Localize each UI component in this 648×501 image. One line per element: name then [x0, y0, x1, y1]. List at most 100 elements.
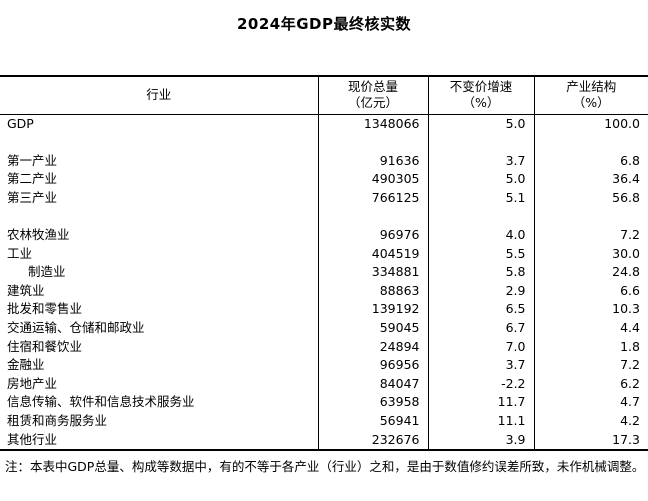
row-growth-value: 4.0 [427, 226, 534, 245]
row-growth-value: 11.7 [427, 393, 534, 412]
row-current-price-value: 404519 [317, 244, 428, 264]
row-growth-value: -2.2 [427, 374, 534, 394]
header-growth: 不变价增速 （%） [427, 76, 534, 115]
row-structure-value: 4.2 [533, 412, 648, 431]
table-row: 制造业 334881 5.8 24.8 [0, 263, 648, 282]
row-current-price-value: 56941 [317, 412, 428, 431]
table-row: 交通运输、仓储和邮政业 59045 6.7 4.4 [0, 319, 648, 338]
row-growth-value: 5.5 [427, 244, 534, 264]
table-row: 金融业 96956 3.7 7.2 [0, 356, 648, 375]
row-growth-value: 3.9 [427, 430, 534, 451]
row-structure-value: 1.8 [533, 337, 648, 357]
spacer-row [0, 207, 648, 227]
table-header-row: 行业 现价总量 （亿元） 不变价增速 （%） 产业结构 （%） [0, 76, 648, 115]
row-structure-value: 56.8 [533, 188, 648, 208]
row-current-price-value: 91636 [317, 151, 428, 171]
row-structure-value: 4.7 [533, 393, 648, 412]
row-structure-value: 17.3 [533, 430, 648, 451]
row-industry-label [0, 133, 318, 152]
row-current-price-value: 766125 [317, 188, 428, 208]
row-structure-value: 10.3 [533, 300, 648, 320]
row-structure-value: 7.2 [533, 356, 648, 375]
header-structure-label: 产业结构 [566, 79, 617, 95]
row-structure-value: 6.2 [533, 374, 648, 394]
spacer-row [0, 133, 648, 152]
row-growth-value: 3.7 [427, 356, 534, 375]
table-row: 住宿和餐饮业 24894 7.0 1.8 [0, 337, 648, 357]
row-current-price-value: 96956 [317, 356, 428, 375]
row-industry-label: 工业 [7, 245, 33, 261]
row-industry-label: 建筑业 [7, 282, 45, 298]
table-row: 信息传输、软件和信息技术服务业 63958 11.7 4.7 [0, 393, 648, 412]
header-structure: 产业结构 （%） [533, 76, 648, 115]
header-current-price-label: 现价总量 [347, 79, 398, 95]
header-growth-unit: （%） [462, 95, 500, 111]
row-current-price-value: 139192 [317, 300, 428, 320]
row-growth-value [427, 207, 534, 227]
row-growth-value: 3.7 [427, 151, 534, 171]
table-row: 第三产业 766125 5.1 56.8 [0, 188, 648, 208]
row-current-price-value: 490305 [317, 170, 428, 189]
row-current-price-value [317, 133, 428, 152]
table-row: 建筑业 88863 2.9 6.6 [0, 281, 648, 301]
row-industry-label: 第三产业 [7, 189, 58, 205]
row-current-price-value: 59045 [317, 319, 428, 338]
row-industry-label: 信息传输、软件和信息技术服务业 [7, 394, 195, 410]
header-current-price-unit: （亿元） [347, 95, 398, 111]
gdp-table: 行业 现价总量 （亿元） 不变价增速 （%） 产业结构 （%） GDP 13480… [0, 75, 648, 452]
row-industry-label: 农林牧渔业 [7, 227, 70, 243]
table-row: GDP 1348066 5.0 100.0 [0, 114, 648, 134]
table-row: 工业 404519 5.5 30.0 [0, 244, 648, 264]
row-current-price-value: 334881 [317, 263, 428, 282]
row-structure-value: 30.0 [533, 244, 648, 264]
row-growth-value: 5.8 [427, 263, 534, 282]
row-industry-label: 租赁和商务服务业 [7, 413, 108, 428]
row-growth-value: 5.0 [427, 170, 534, 189]
row-current-price-value: 232676 [317, 430, 428, 451]
row-structure-value [533, 133, 648, 152]
row-growth-value: 2.9 [427, 281, 534, 301]
page-title: 2024年GDP最终核实数 [236, 15, 411, 33]
header-structure-unit: （%） [572, 95, 610, 111]
row-structure-value: 7.2 [533, 226, 648, 245]
header-industry: 行业 [0, 76, 318, 115]
row-industry-label: 制造业 [28, 264, 66, 280]
row-growth-value: 11.1 [427, 412, 534, 431]
row-industry-label: 交通运输、仓储和邮政业 [7, 320, 145, 336]
row-growth-value: 5.1 [427, 188, 534, 208]
row-industry-label: GDP [7, 115, 34, 131]
row-structure-value: 36.4 [533, 170, 648, 189]
header-industry-label: 行业 [146, 87, 172, 103]
row-industry-label: 其他行业 [7, 431, 58, 447]
row-growth-value: 7.0 [427, 337, 534, 357]
row-current-price-value: 88863 [317, 281, 428, 301]
row-growth-value [427, 133, 534, 152]
row-structure-value: 4.4 [533, 319, 648, 338]
row-industry-label: 第二产业 [7, 171, 58, 187]
row-current-price-value [317, 207, 428, 227]
row-current-price-value: 84047 [317, 374, 428, 394]
row-industry-label: 第一产业 [7, 152, 58, 168]
row-industry-label: 金融业 [7, 357, 45, 373]
table-row: 房地产业 84047 -2.2 6.2 [0, 374, 648, 394]
header-growth-label: 不变价增速 [449, 79, 513, 95]
row-structure-value: 24.8 [533, 263, 648, 282]
row-current-price-value: 1348066 [317, 114, 428, 134]
header-current-price: 现价总量 （亿元） [317, 76, 428, 115]
row-structure-value: 6.6 [533, 281, 648, 301]
row-structure-value: 100.0 [533, 114, 648, 134]
row-industry-label: 住宿和餐饮业 [7, 338, 83, 354]
table-row: 第一产业 91636 3.7 6.8 [0, 151, 648, 171]
table-row: 第二产业 490305 5.0 36.4 [0, 170, 648, 189]
table-body: GDP 1348066 5.0 100.0 第一产业 91636 3.7 6.8 第二产业 490… [0, 114, 648, 451]
row-current-price-value: 96976 [317, 226, 428, 245]
row-industry-label: 批发和零售业 [7, 301, 83, 317]
row-growth-value: 6.7 [427, 319, 534, 338]
row-current-price-value: 63958 [317, 393, 428, 412]
table-row: 农林牧渔业 96976 4.0 7.2 [0, 226, 648, 245]
row-structure-value: 6.8 [533, 151, 648, 171]
row-industry-label: 房地产业 [7, 375, 58, 391]
table-row: 租赁和商务服务业 56941 11.1 4.2 [0, 412, 648, 431]
row-growth-value: 5.0 [427, 114, 534, 134]
